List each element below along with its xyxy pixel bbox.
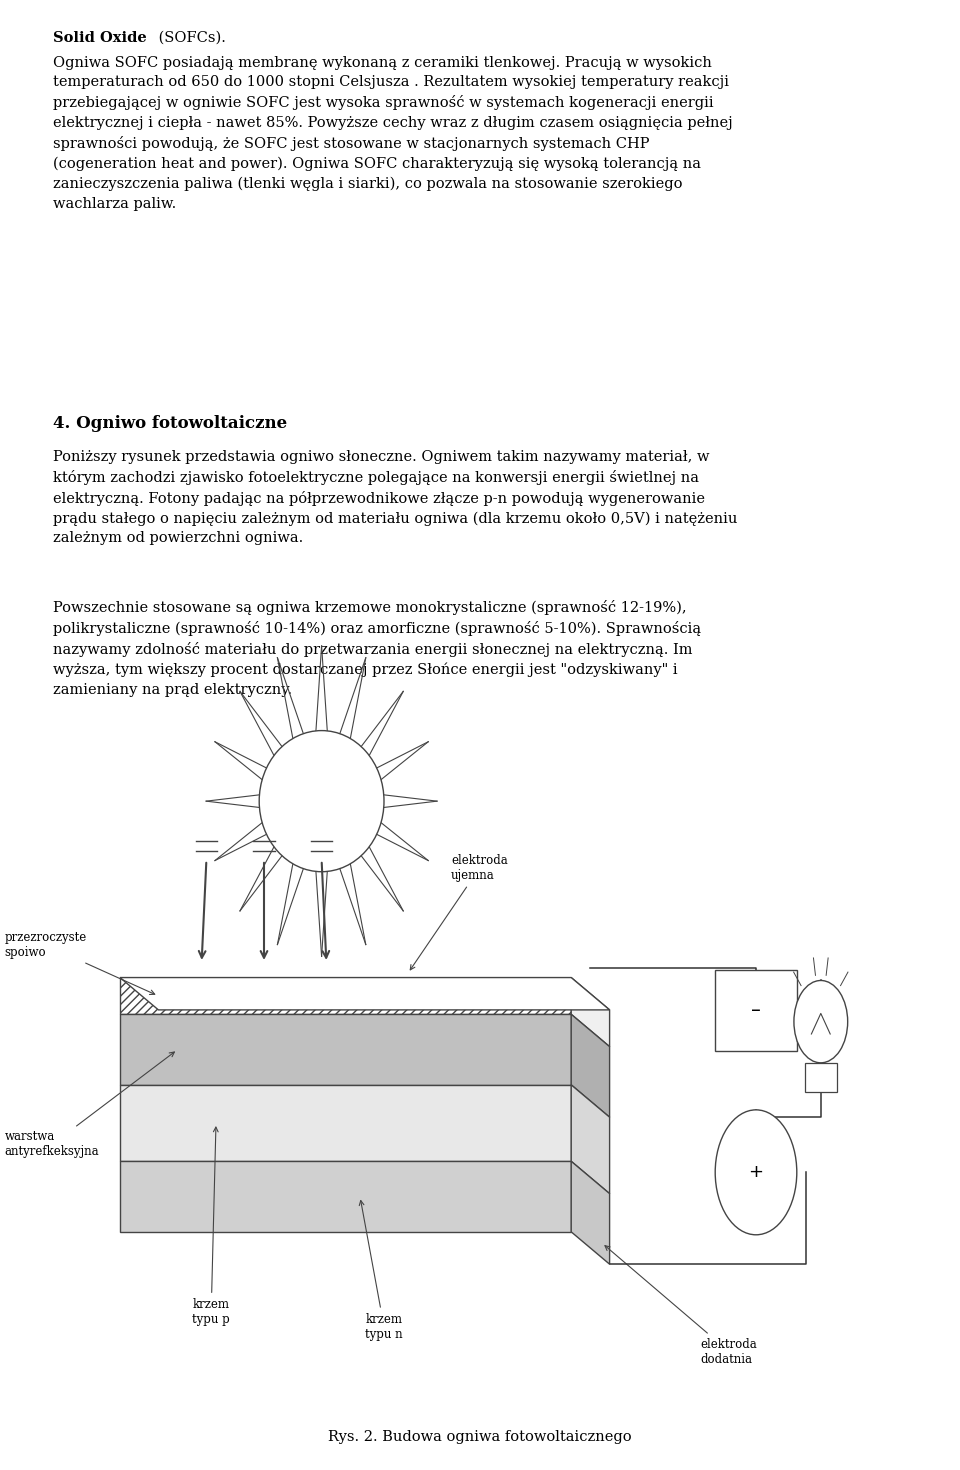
Text: krzem
typu n: krzem typu n	[359, 1201, 403, 1341]
Polygon shape	[571, 1085, 610, 1194]
Polygon shape	[804, 1063, 837, 1092]
Polygon shape	[120, 1085, 571, 1161]
Ellipse shape	[259, 731, 384, 872]
Polygon shape	[120, 1014, 571, 1085]
Text: krzem
typu p: krzem typu p	[192, 1127, 230, 1326]
Text: (SOFCs).: (SOFCs).	[154, 31, 226, 46]
Polygon shape	[571, 978, 610, 1047]
Text: +: +	[749, 1163, 763, 1182]
Text: 4. Ogniwo fotowoltaiczne: 4. Ogniwo fotowoltaiczne	[53, 415, 287, 432]
Text: Ogniwa SOFC posiadają membranę wykonaną z ceramiki tlenkowej. Pracują w wysokich: Ogniwa SOFC posiadają membranę wykonaną …	[53, 56, 732, 210]
Polygon shape	[571, 1014, 610, 1117]
Polygon shape	[120, 978, 610, 1010]
Text: przezroczyste
spoiwo: przezroczyste spoiwo	[5, 931, 155, 995]
Polygon shape	[715, 970, 797, 1051]
Text: Powszechnie stosowane są ogniwa krzemowe monokrystaliczne (sprawność 12-19%),
po: Powszechnie stosowane są ogniwa krzemowe…	[53, 600, 701, 697]
Text: Solid Oxide: Solid Oxide	[53, 31, 147, 46]
Polygon shape	[120, 1161, 571, 1232]
Polygon shape	[120, 978, 571, 1014]
Circle shape	[715, 1110, 797, 1235]
Text: elektroda
ujemna: elektroda ujemna	[410, 854, 508, 970]
Text: Rys. 2. Budowa ogniwa fotowoltaicznego: Rys. 2. Budowa ogniwa fotowoltaicznego	[328, 1429, 632, 1444]
Polygon shape	[571, 1161, 610, 1264]
Circle shape	[794, 980, 848, 1063]
Text: warstwa
antyrefkeksyjna: warstwa antyrefkeksyjna	[5, 1053, 175, 1158]
Text: –: –	[751, 1001, 761, 1020]
Text: elektroda
dodatnia: elektroda dodatnia	[605, 1245, 757, 1366]
Text: Poniższy rysunek przedstawia ogniwo słoneczne. Ogniwem takim nazywamy materiał, : Poniższy rysunek przedstawia ogniwo słon…	[53, 450, 737, 545]
